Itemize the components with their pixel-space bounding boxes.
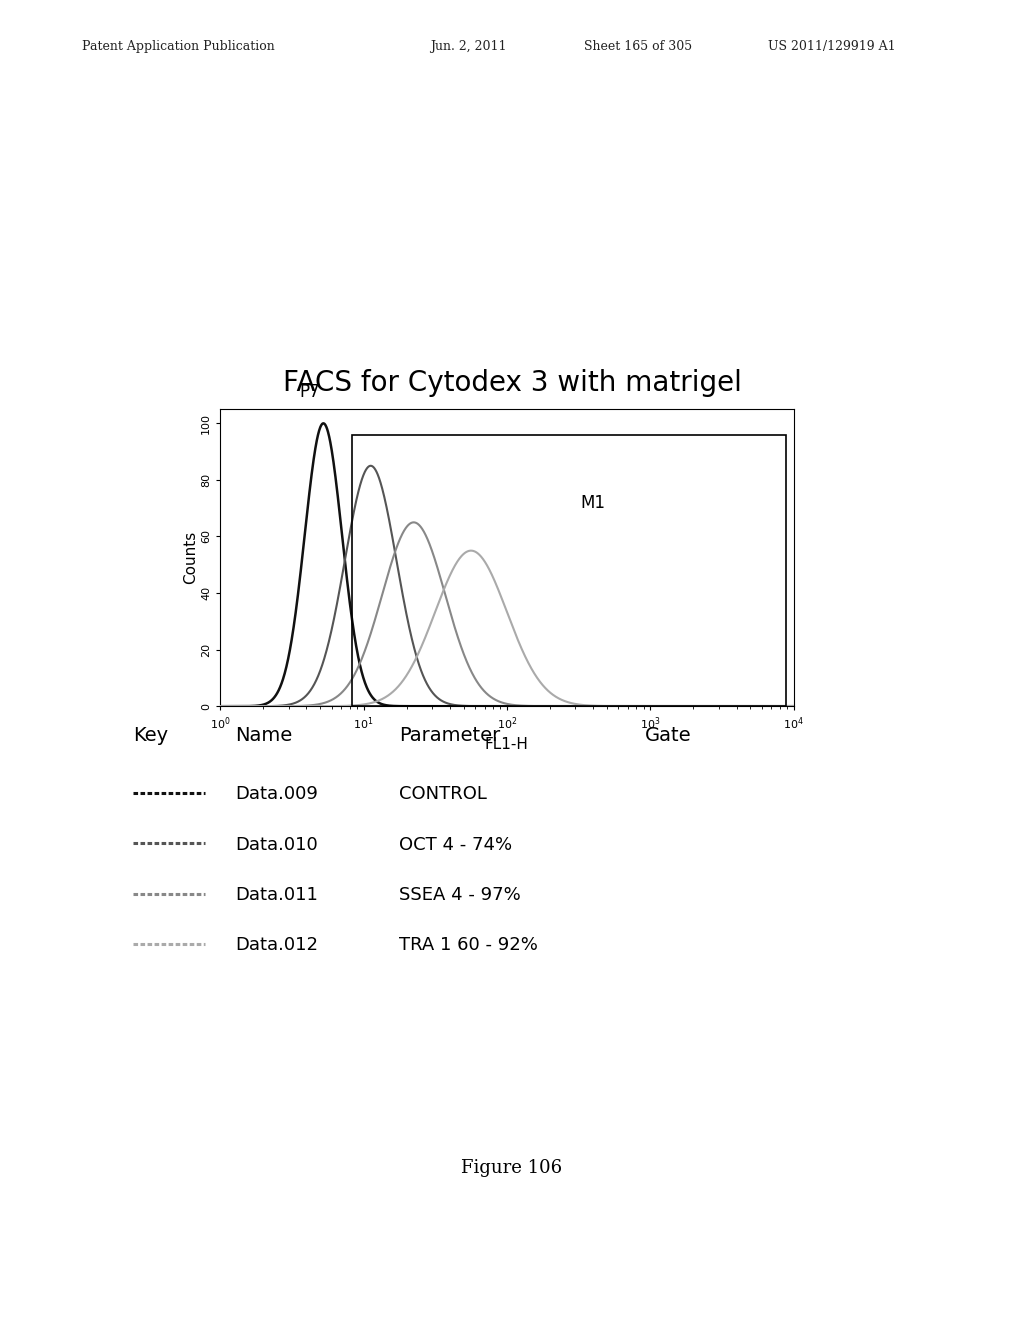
Text: TRA 1 60 - 92%: TRA 1 60 - 92% [399,936,539,954]
Text: Data.009: Data.009 [236,785,318,804]
Text: M1: M1 [581,494,605,512]
Text: OCT 4 - 74%: OCT 4 - 74% [399,836,512,854]
Text: FACS for Cytodex 3 with matrigel: FACS for Cytodex 3 with matrigel [283,368,741,397]
Text: Patent Application Publication: Patent Application Publication [82,40,274,53]
Text: US 2011/129919 A1: US 2011/129919 A1 [768,40,896,53]
Text: Key: Key [133,726,168,744]
Y-axis label: Counts: Counts [183,531,199,585]
X-axis label: FL1-H: FL1-H [485,738,528,752]
Bar [352,434,786,706]
Text: SSEA 4 - 97%: SSEA 4 - 97% [399,886,521,904]
Text: Data.010: Data.010 [236,836,318,854]
Text: Gate: Gate [645,726,692,744]
Text: Figure 106: Figure 106 [462,1159,562,1177]
Text: Sheet 165 of 305: Sheet 165 of 305 [584,40,692,53]
Text: P7: P7 [299,383,319,401]
Text: Parameter: Parameter [399,726,501,744]
Text: CONTROL: CONTROL [399,785,487,804]
Text: Jun. 2, 2011: Jun. 2, 2011 [430,40,507,53]
Text: Name: Name [236,726,293,744]
Text: Data.012: Data.012 [236,936,318,954]
Text: Data.011: Data.011 [236,886,318,904]
